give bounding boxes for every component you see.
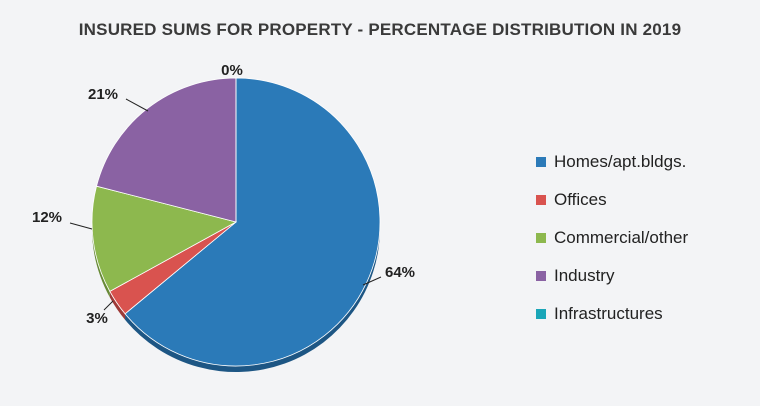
- legend-label: Infrastructures: [554, 304, 663, 323]
- chart-title: INSURED SUMS FOR PROPERTY - PERCENTAGE D…: [78, 20, 682, 39]
- legend-swatch: [536, 157, 546, 167]
- leader-line: [125, 98, 149, 112]
- data-label: 64%: [385, 264, 415, 281]
- legend-item: Homes/apt.bldgs.: [536, 143, 688, 181]
- legend-label: Industry: [554, 266, 615, 285]
- data-label: 21%: [88, 86, 118, 103]
- data-label: 0%: [221, 62, 243, 79]
- legend: Homes/apt.bldgs. Offices Commercial/other I…: [536, 143, 688, 333]
- legend-item: Offices: [536, 181, 688, 219]
- data-label: 12%: [32, 209, 62, 226]
- leader-line: [69, 222, 93, 230]
- pie-slice-commercial-other: [91, 185, 238, 292]
- data-label: 3%: [86, 310, 108, 327]
- legend-label: Offices: [554, 190, 607, 209]
- leader-line: [103, 300, 114, 311]
- pie-slice-industry: [96, 77, 237, 223]
- legend-item: Commercial/other: [536, 219, 688, 257]
- legend-swatch: [536, 309, 546, 319]
- pie-slice-side: [92, 222, 110, 298]
- legend-swatch: [536, 195, 546, 205]
- legend-item: Infrastructures: [536, 295, 688, 333]
- legend-label: Homes/apt.bldgs.: [554, 152, 687, 171]
- legend-label: Commercial/other: [554, 228, 689, 247]
- leader-line: [362, 276, 382, 286]
- legend-swatch: [536, 233, 546, 243]
- legend-swatch: [536, 271, 546, 281]
- legend-item: Industry: [536, 257, 688, 295]
